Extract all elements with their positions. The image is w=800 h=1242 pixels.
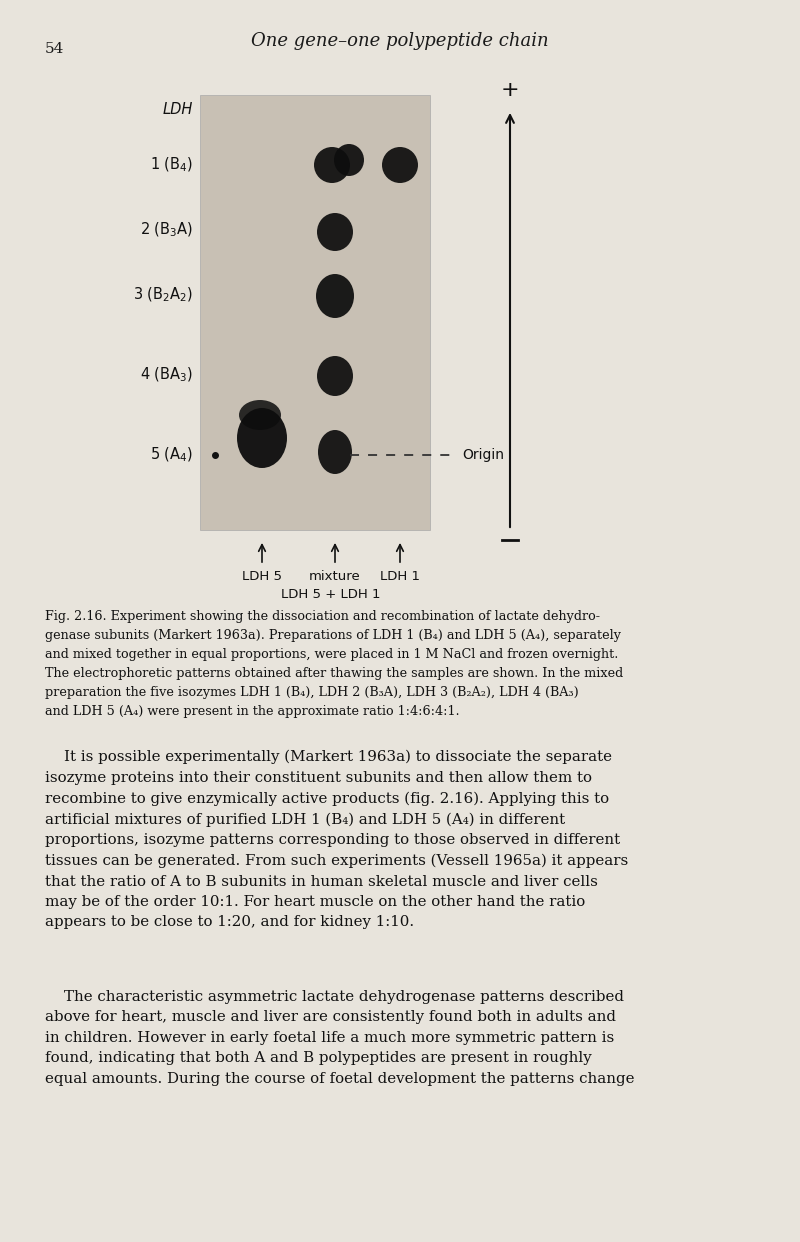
Ellipse shape [318,430,352,474]
Text: LDH: LDH [162,103,193,118]
Ellipse shape [317,212,353,251]
Text: 1 (B$_4$): 1 (B$_4$) [150,155,193,174]
Ellipse shape [382,147,418,183]
Ellipse shape [239,400,281,430]
Text: Origin: Origin [462,448,504,462]
Text: The characteristic asymmetric lactate dehydrogenase patterns described
above for: The characteristic asymmetric lactate de… [45,990,634,1086]
Text: It is possible experimentally (Markert 1963a) to dissociate the separate
isozyme: It is possible experimentally (Markert 1… [45,750,628,929]
Text: 4 (BA$_3$): 4 (BA$_3$) [140,366,193,384]
Text: 5 (A$_4$): 5 (A$_4$) [150,446,193,465]
Text: LDH 5 + LDH 1: LDH 5 + LDH 1 [282,587,381,601]
Text: 2 (B$_3$A): 2 (B$_3$A) [140,221,193,240]
Ellipse shape [317,356,353,396]
Bar [200,94,430,530]
Text: LDH 1: LDH 1 [380,570,420,582]
Ellipse shape [314,147,350,183]
Ellipse shape [237,409,287,468]
Text: Fig. 2.16. Experiment showing the dissociation and recombination of lactate dehy: Fig. 2.16. Experiment showing the dissoc… [45,610,623,718]
Text: 3 (B$_2$A$_2$): 3 (B$_2$A$_2$) [133,286,193,304]
Text: One gene–one polypeptide chain: One gene–one polypeptide chain [251,32,549,50]
Ellipse shape [316,274,354,318]
Ellipse shape [334,144,364,176]
Text: +: + [501,79,519,101]
Text: LDH 5: LDH 5 [242,570,282,582]
Text: mixture: mixture [309,570,361,582]
Text: 54: 54 [45,42,64,56]
